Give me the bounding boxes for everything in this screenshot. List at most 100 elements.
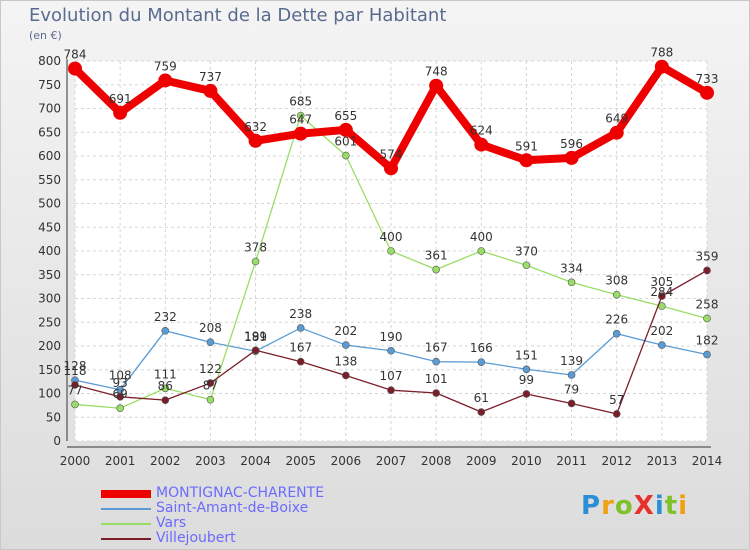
x-tick-label: 2002 [150, 454, 181, 468]
data-label: 57 [609, 393, 624, 407]
data-point [564, 150, 579, 165]
x-tick-label: 2013 [647, 454, 678, 468]
data-label: 226 [605, 313, 628, 327]
data-point [296, 111, 305, 120]
y-tick-label: 750 [38, 78, 61, 92]
data-point [432, 357, 440, 366]
proxiti-logo: ProXiti [581, 491, 688, 521]
data-point [113, 105, 128, 120]
data-point [384, 161, 398, 176]
data-label: 128 [64, 359, 87, 373]
data-label: 596 [560, 137, 583, 151]
data-label: 111 [154, 367, 177, 381]
y-tick-label: 600 [38, 149, 61, 163]
data-point [342, 371, 350, 380]
data-point [161, 396, 170, 404]
data-label: 139 [560, 354, 583, 368]
data-label: 118 [64, 364, 87, 378]
data-label: 107 [380, 369, 403, 383]
y-tick-label: 150 [38, 363, 61, 377]
data-point [567, 399, 576, 408]
data-label: 232 [154, 310, 177, 324]
data-label: 748 [425, 65, 448, 79]
legend-swatch [101, 523, 151, 525]
data-label: 258 [696, 297, 719, 311]
data-point [658, 292, 666, 300]
data-label: 166 [470, 341, 493, 355]
y-tick-label: 400 [38, 244, 61, 258]
data-label: 167 [289, 341, 312, 355]
data-point [432, 265, 440, 274]
x-tick-label: 2007 [376, 454, 407, 468]
data-point [161, 384, 170, 393]
data-label: 151 [515, 348, 538, 362]
data-label: 784 [64, 48, 87, 62]
data-point [158, 73, 173, 88]
data-label: 574 [380, 147, 403, 161]
data-label: 87 [203, 379, 218, 393]
y-tick-label: 500 [38, 197, 61, 211]
data-point [342, 151, 350, 160]
data-label: 601 [334, 135, 357, 149]
logo-letter: X [633, 491, 655, 521]
x-tick-label: 2009 [466, 454, 497, 468]
x-tick-label: 2005 [285, 454, 316, 468]
x-tick-label: 2001 [105, 454, 136, 468]
logo-letter: P [581, 491, 602, 521]
data-point [429, 78, 444, 93]
x-tick-label: 2014 [692, 454, 723, 468]
y-tick-label: 350 [38, 268, 61, 282]
data-point [71, 381, 79, 389]
legend-swatch [101, 490, 151, 498]
x-tick-label: 2006 [331, 454, 362, 468]
x-tick-label: 2003 [195, 454, 226, 468]
data-label: 788 [650, 46, 673, 60]
data-label: 361 [425, 249, 448, 263]
data-point [206, 338, 215, 347]
y-tick-label: 650 [38, 125, 61, 139]
y-tick-label: 550 [38, 173, 61, 187]
data-point [296, 324, 305, 332]
y-tick-label: 50 [46, 410, 61, 424]
logo-letter: t [664, 491, 679, 521]
data-label: 737 [199, 70, 222, 84]
data-point [387, 247, 395, 255]
data-point [432, 389, 440, 397]
y-tick-label: 300 [38, 292, 61, 306]
data-point [522, 261, 531, 270]
data-point [474, 137, 489, 152]
data-label: 77 [67, 383, 82, 397]
data-point [654, 59, 669, 74]
y-tick-label: 100 [38, 387, 61, 401]
data-point [248, 133, 263, 148]
data-point [387, 386, 395, 394]
data-point [612, 410, 621, 418]
data-point [293, 126, 308, 141]
data-label: 370 [515, 244, 538, 258]
chart-title: Evolution du Montant de la Dette par Hab… [29, 5, 447, 26]
data-label: 93 [113, 376, 128, 390]
legend-label: MONTIGNAC-CHARENTE [156, 485, 325, 501]
data-label: 202 [334, 324, 357, 338]
data-point [700, 85, 714, 100]
data-point [522, 365, 531, 374]
y-tick-label: 800 [38, 54, 61, 68]
y-tick-label: 450 [38, 220, 61, 234]
data-point [567, 371, 576, 379]
logo-letter: i [654, 491, 665, 521]
data-label: 655 [334, 109, 357, 123]
data-point [203, 83, 218, 98]
data-label: 591 [515, 139, 538, 153]
data-label: 685 [289, 95, 312, 109]
data-label: 647 [289, 113, 312, 127]
data-label: 99 [519, 373, 534, 387]
data-label: 108 [109, 369, 132, 383]
unit-label: (en €) [29, 29, 62, 42]
legend-swatch [101, 538, 151, 540]
data-point [71, 400, 79, 409]
y-tick-label: 250 [38, 315, 61, 329]
data-point [567, 278, 576, 287]
data-point [251, 257, 260, 266]
